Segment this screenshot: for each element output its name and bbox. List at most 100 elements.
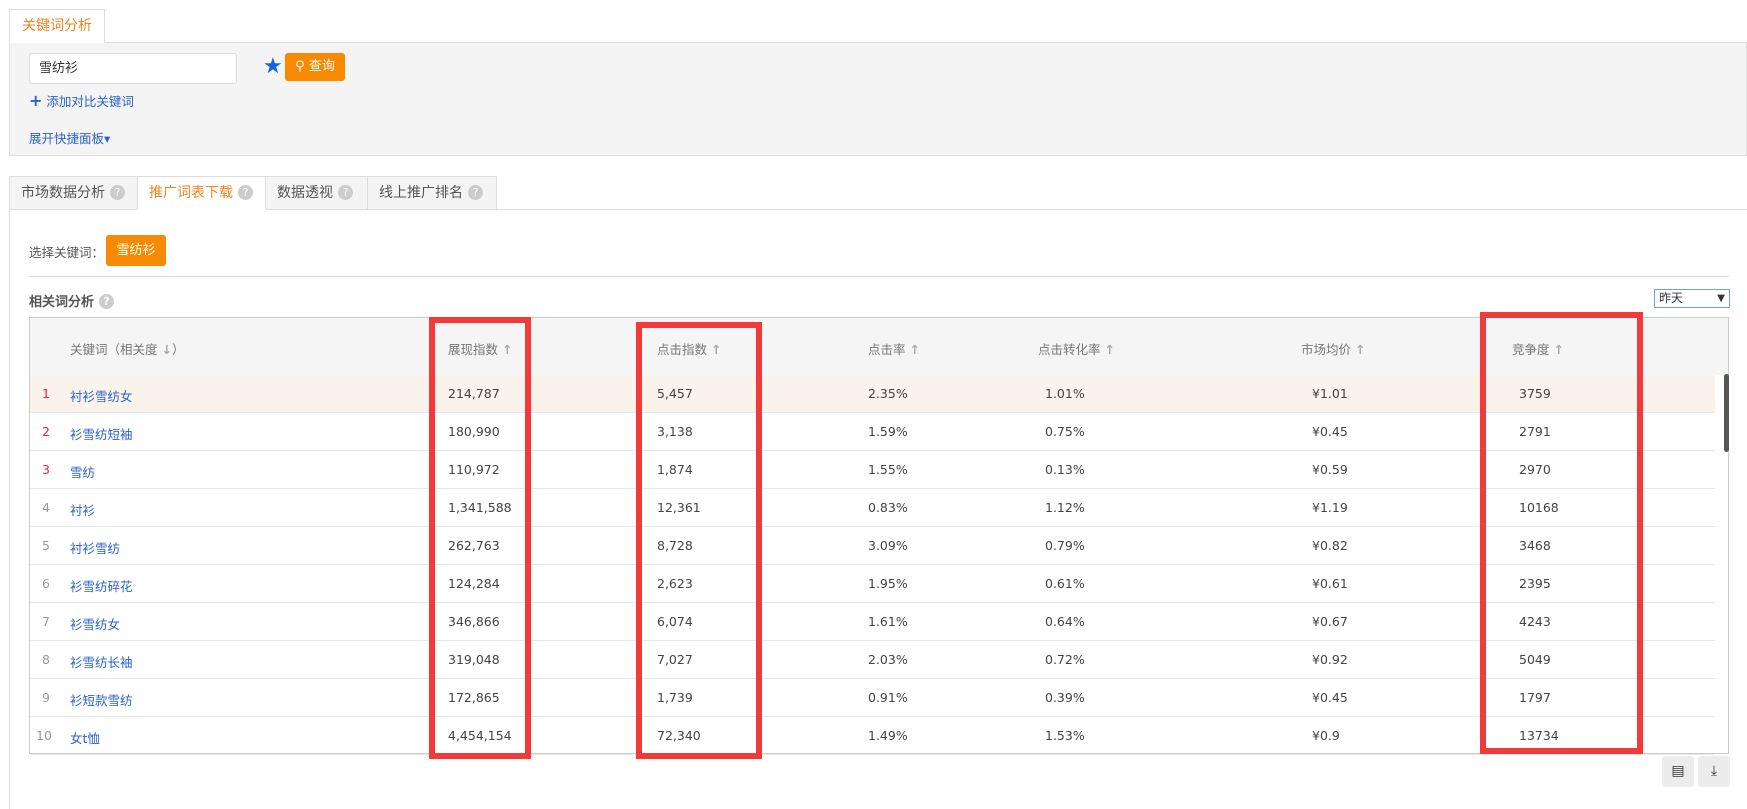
header-conversion[interactable]: 点击转化率 ↑ bbox=[1038, 339, 1115, 358]
cell-impressions: 124,284 bbox=[448, 576, 500, 591]
header-competition[interactable]: 竞争度 ↑ bbox=[1512, 339, 1564, 358]
header-label: 展现指数 bbox=[448, 342, 499, 357]
cell-ctr: 2.35% bbox=[868, 386, 908, 401]
cell-keyword[interactable]: 衫雪纺碎花 bbox=[70, 579, 133, 594]
header-ctr[interactable]: 点击率 ↑ bbox=[868, 339, 920, 358]
query-label: 查询 bbox=[308, 59, 335, 74]
table-row: 10 女t恤 4,454,154 72,340 1.49% 1.53% ¥0.9 13734 bbox=[30, 717, 1715, 755]
header-label: 市场均价 bbox=[1301, 342, 1352, 357]
tab-market-data[interactable]: 市场数据分析? bbox=[9, 176, 138, 210]
table-header: 关键词（相关度 ↓） 展现指数 ↑ 点击指数 ↑ 点击率 ↑ 点击转化率 ↑ 市场均价 ↑ … bbox=[30, 318, 1728, 375]
sort-up-icon: ↑ bbox=[1355, 342, 1366, 357]
header-keyword[interactable]: 关键词（相关度 ↓） bbox=[70, 342, 185, 357]
header-avg-price[interactable]: 市场均价 ↑ bbox=[1301, 339, 1366, 358]
sort-up-icon: ↑ bbox=[1553, 342, 1564, 357]
tab-data-pivot[interactable]: 数据透视? bbox=[265, 176, 368, 210]
expand-panel-link[interactable]: 展开快捷面板▾ bbox=[29, 128, 110, 147]
highlight-competition bbox=[1480, 312, 1643, 754]
table-row: 2 衫雪纺短袖 180,990 3,138 1.59% 0.75% ¥0.45 2791 bbox=[30, 413, 1715, 451]
cell-ctr: 0.83% bbox=[868, 500, 908, 515]
help-icon[interactable]: ? bbox=[110, 185, 125, 200]
keyword-search-input[interactable]: 雪纺衫 bbox=[29, 53, 237, 84]
cell-avg-price: ¥1.19 bbox=[1312, 500, 1348, 515]
table-row: 1 衬衫雪纺女 214,787 5,457 2.35% 1.01% ¥1.01 3759 bbox=[30, 375, 1715, 413]
help-icon[interactable]: ? bbox=[338, 185, 353, 200]
header-clicks[interactable]: 点击指数 ↑ bbox=[657, 339, 722, 358]
cell-rank: 10 bbox=[36, 728, 52, 743]
cell-clicks: 5,457 bbox=[657, 386, 693, 401]
cell-avg-price: ¥0.61 bbox=[1312, 576, 1348, 591]
section-title: 相关词分析? bbox=[29, 291, 115, 310]
add-compare-keyword-link[interactable]: + 添加对比关键词 bbox=[29, 91, 134, 110]
sort-up-icon: ↑ bbox=[711, 342, 722, 357]
period-select[interactable]: 昨天 ▼ bbox=[1654, 289, 1730, 308]
star-icon[interactable]: ★ bbox=[263, 54, 283, 79]
cell-rank: 6 bbox=[42, 576, 50, 591]
help-icon[interactable]: ? bbox=[468, 185, 483, 200]
cell-competition: 2970 bbox=[1519, 462, 1551, 477]
period-value: 昨天 bbox=[1659, 291, 1684, 305]
cell-impressions: 319,048 bbox=[448, 652, 500, 667]
header-impressions[interactable]: 展现指数 ↑ bbox=[448, 339, 513, 358]
tab-keyword-analysis[interactable]: 关键词分析 bbox=[9, 9, 105, 43]
cell-competition: 3468 bbox=[1519, 538, 1551, 553]
copy-icon[interactable]: ▤ bbox=[1662, 756, 1694, 787]
expand-panel-label: 展开快捷面板 bbox=[29, 131, 105, 146]
cell-conversion: 1.01% bbox=[1045, 386, 1085, 401]
cell-conversion: 1.12% bbox=[1045, 500, 1085, 515]
help-icon[interactable]: ? bbox=[99, 294, 115, 309]
cell-keyword[interactable]: 衫短款雪纺 bbox=[70, 693, 133, 708]
cell-competition: 1797 bbox=[1519, 690, 1551, 705]
cell-clicks: 1,739 bbox=[657, 690, 693, 705]
add-compare-label: 添加对比关键词 bbox=[46, 94, 134, 109]
table-row: 4 衬衫 1,341,588 12,361 0.83% 1.12% ¥1.19 10168 bbox=[30, 489, 1715, 527]
cell-keyword[interactable]: 女t恤 bbox=[70, 731, 100, 746]
cell-ctr: 1.59% bbox=[868, 424, 908, 439]
cell-competition: 3759 bbox=[1519, 386, 1551, 401]
cell-conversion: 1.53% bbox=[1045, 728, 1085, 743]
cell-impressions: 262,763 bbox=[448, 538, 500, 553]
cell-keyword[interactable]: 衬衫 bbox=[70, 503, 96, 518]
table-row: 3 雪纺 110,972 1,874 1.55% 0.13% ¥0.59 2970 bbox=[30, 451, 1715, 489]
cell-competition: 2395 bbox=[1519, 576, 1551, 591]
cell-clicks: 2,623 bbox=[657, 576, 693, 591]
section-title-text: 相关词分析 bbox=[29, 295, 95, 310]
cell-competition: 10168 bbox=[1519, 500, 1559, 515]
content-panel bbox=[9, 209, 1747, 809]
tab-keyword-download[interactable]: 推广词表下载? bbox=[137, 176, 266, 210]
cell-rank: 4 bbox=[42, 500, 50, 515]
cell-rank: 5 bbox=[42, 538, 50, 553]
cell-clicks: 12,361 bbox=[657, 500, 701, 515]
cell-keyword[interactable]: 衫雪纺女 bbox=[70, 617, 121, 632]
cell-clicks: 8,728 bbox=[657, 538, 693, 553]
cell-conversion: 0.13% bbox=[1045, 462, 1085, 477]
cell-keyword[interactable]: 衬衫雪纺女 bbox=[70, 389, 133, 404]
selected-keyword-button[interactable]: 雪纺衫 bbox=[106, 235, 166, 266]
cell-avg-price: ¥0.45 bbox=[1312, 690, 1348, 705]
cell-keyword[interactable]: 雪纺 bbox=[70, 465, 96, 480]
cell-keyword[interactable]: 衫雪纺长袖 bbox=[70, 655, 133, 670]
cell-rank: 7 bbox=[42, 614, 50, 629]
help-icon[interactable]: ? bbox=[238, 185, 253, 200]
cell-rank: 2 bbox=[42, 424, 50, 439]
cell-keyword[interactable]: 衫雪纺短袖 bbox=[70, 427, 133, 442]
caret-down-icon: ▾ bbox=[104, 131, 111, 146]
cell-competition: 4243 bbox=[1519, 614, 1551, 629]
tab-online-ranking[interactable]: 线上推广排名? bbox=[367, 176, 497, 210]
plus-icon: + bbox=[29, 91, 43, 110]
cell-impressions: 1,341,588 bbox=[448, 500, 512, 515]
cell-keyword[interactable]: 衬衫雪纺 bbox=[70, 541, 121, 556]
table-scrollbar[interactable] bbox=[1724, 374, 1729, 452]
cell-competition: 2791 bbox=[1519, 424, 1551, 439]
related-keywords-table: 关键词（相关度 ↓） 展现指数 ↑ 点击指数 ↑ 点击率 ↑ 点击转化率 ↑ 市场均价 ↑ … bbox=[29, 317, 1729, 755]
query-button[interactable]: ⚲ 查询 bbox=[285, 53, 345, 81]
cell-clicks: 6,074 bbox=[657, 614, 693, 629]
highlight-impressions bbox=[429, 317, 531, 759]
cell-conversion: 0.79% bbox=[1045, 538, 1085, 553]
cell-conversion: 0.72% bbox=[1045, 652, 1085, 667]
sort-up-icon: ↑ bbox=[1104, 342, 1115, 357]
cell-clicks: 7,027 bbox=[657, 652, 693, 667]
download-icon[interactable]: ⤓ bbox=[1698, 756, 1730, 787]
select-keyword-label: 选择关键词： bbox=[29, 245, 105, 260]
divider bbox=[29, 276, 1729, 277]
